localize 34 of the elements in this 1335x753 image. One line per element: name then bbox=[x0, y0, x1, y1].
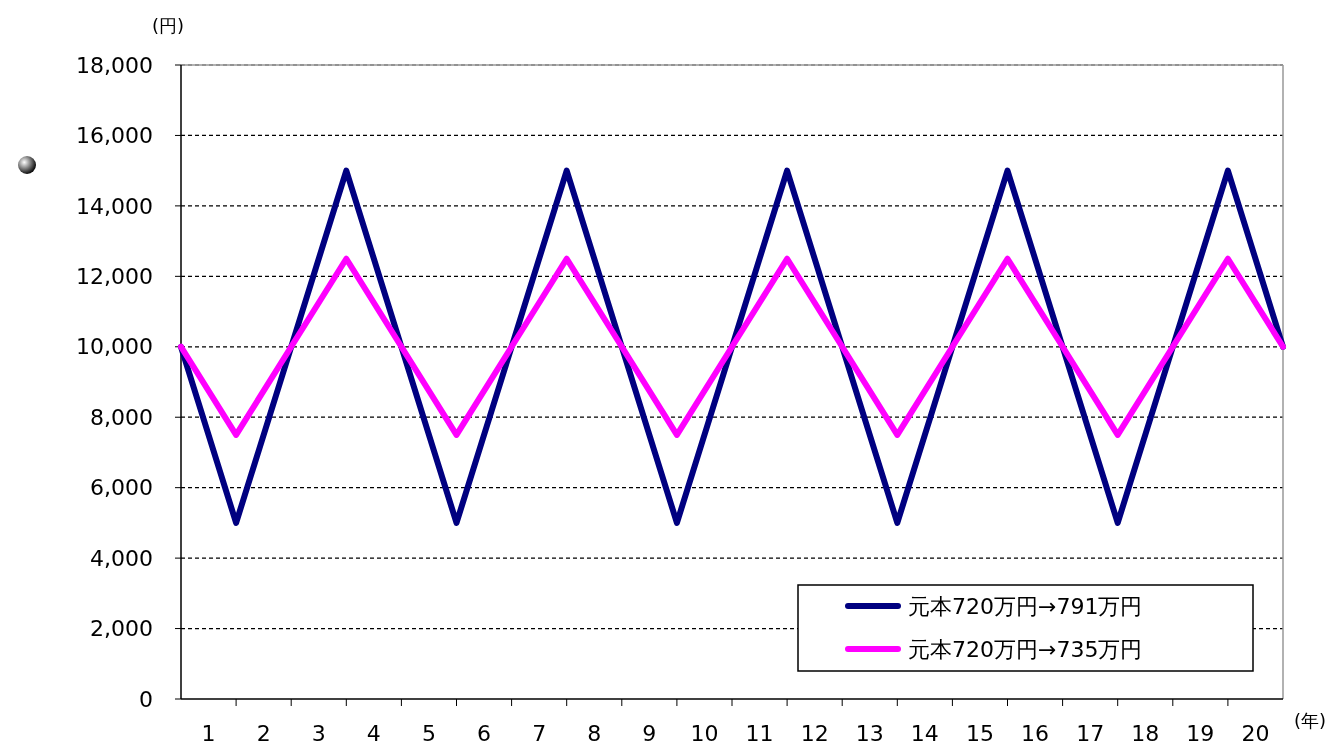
x-axis-title: (年) bbox=[1293, 710, 1327, 731]
y-tick-label: 8,000 bbox=[90, 404, 153, 430]
y-tick-label: 6,000 bbox=[90, 475, 153, 501]
x-tick-label: 1 bbox=[201, 721, 216, 746]
x-tick-label: 15 bbox=[965, 721, 994, 746]
x-tick-label: 8 bbox=[587, 721, 602, 746]
y-tick-label: 16,000 bbox=[76, 123, 153, 149]
y-axis-title: (円) bbox=[151, 15, 185, 36]
x-tick-label: 19 bbox=[1186, 721, 1215, 746]
x-tick-label: 13 bbox=[855, 721, 884, 746]
x-tick-label: 7 bbox=[532, 721, 547, 746]
y-tick-label: 2,000 bbox=[90, 616, 153, 642]
y-tick-label: 10,000 bbox=[76, 334, 153, 360]
x-tick-label: 6 bbox=[477, 721, 492, 746]
y-tick-label: 14,000 bbox=[76, 193, 153, 219]
y-tick-label: 4,000 bbox=[90, 545, 153, 571]
legend-label: 元本720万円→735万円 bbox=[908, 636, 1143, 662]
x-tick-label: 3 bbox=[311, 721, 326, 746]
x-tick-label: 10 bbox=[690, 721, 719, 746]
x-tick-label: 9 bbox=[642, 721, 657, 746]
legend-label: 元本720万円→791万円 bbox=[908, 593, 1143, 619]
y-tick-label: 18,000 bbox=[76, 52, 153, 78]
x-tick-label: 5 bbox=[421, 721, 436, 746]
y-tick-label: 0 bbox=[139, 686, 153, 712]
x-tick-label: 11 bbox=[745, 721, 774, 746]
x-tick-label: 18 bbox=[1131, 721, 1160, 746]
x-tick-label: 20 bbox=[1241, 721, 1270, 746]
y-tick-label: 12,000 bbox=[76, 264, 153, 290]
x-tick-label: 17 bbox=[1076, 721, 1105, 746]
x-tick-label: 16 bbox=[1021, 721, 1050, 746]
x-tick-label: 4 bbox=[366, 721, 381, 746]
x-tick-label: 2 bbox=[256, 721, 271, 746]
x-tick-label: 12 bbox=[800, 721, 829, 746]
x-tick-label: 14 bbox=[910, 721, 939, 746]
